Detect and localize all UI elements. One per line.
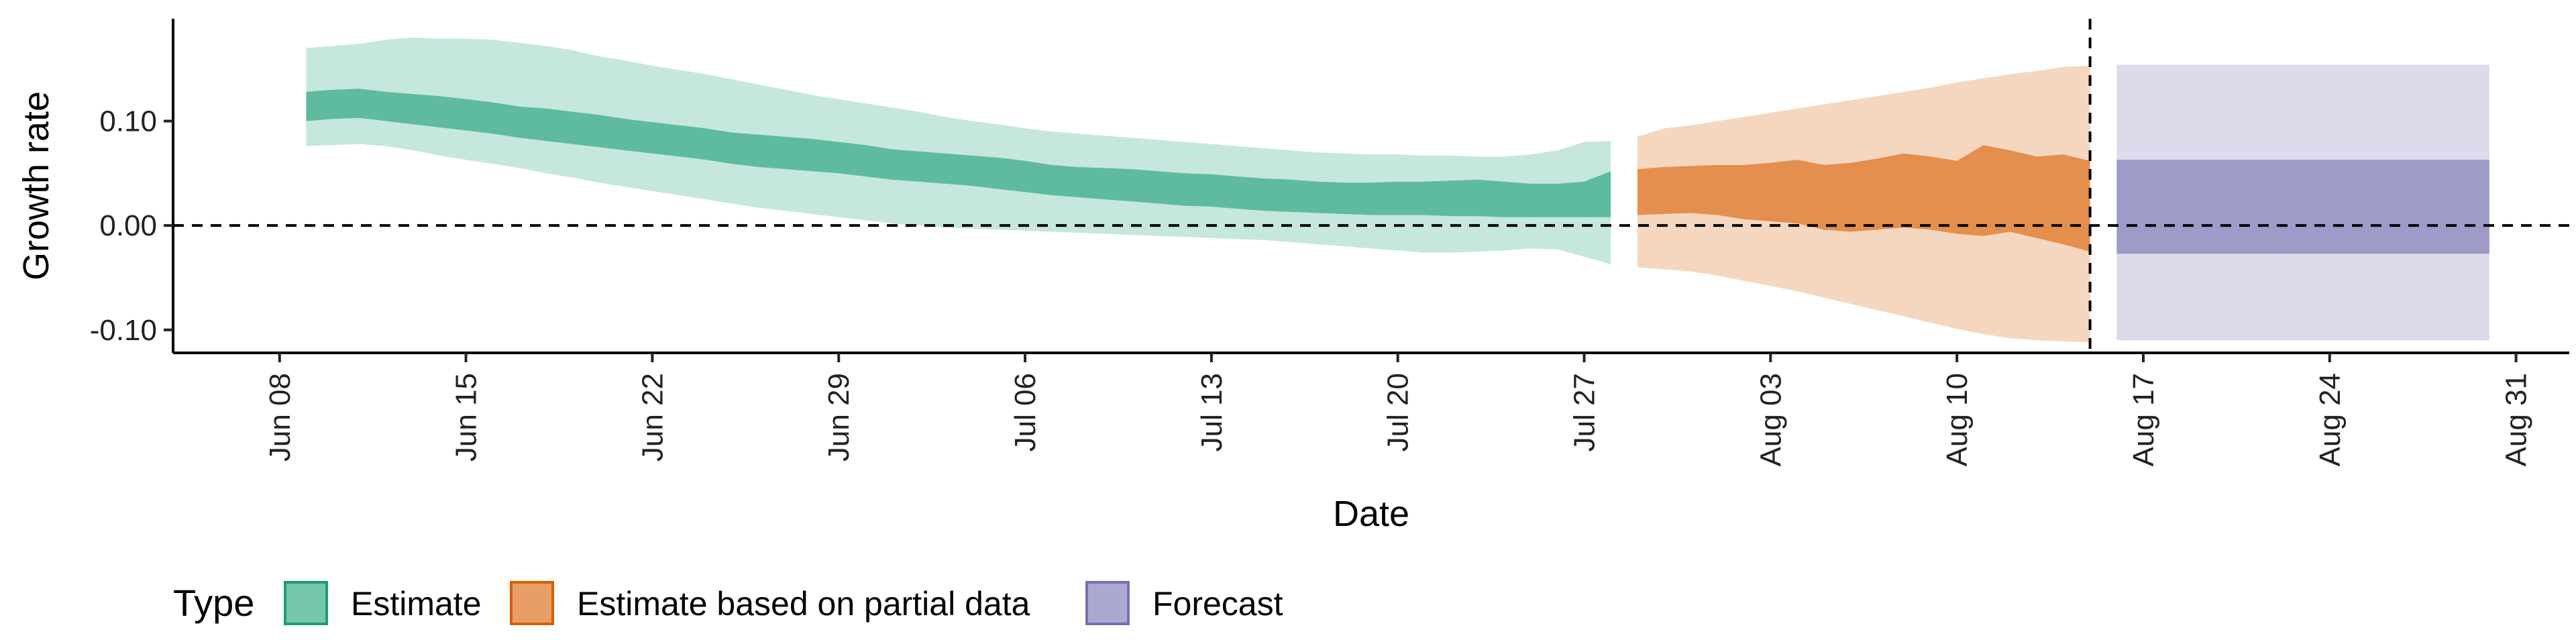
x-tick-label: Jul 20 bbox=[1382, 373, 1415, 451]
bands-layer bbox=[306, 38, 2489, 343]
legend-title: Type bbox=[173, 582, 254, 624]
legend-label-forecast: Forecast bbox=[1152, 585, 1283, 623]
axes-layer: -0.10 0.00 0.10 Jun 08 Jun 15 Jun 22 Jun 29 Jul… bbox=[16, 19, 2569, 534]
x-tick-label: Jul 27 bbox=[1568, 373, 1601, 451]
x-tick-label: Jul 06 bbox=[1009, 373, 1042, 451]
legend-label-estimate: Estimate bbox=[351, 585, 482, 623]
x-tick-label: Aug 10 bbox=[1941, 373, 1974, 466]
legend-label-estimate-based-on-partial-data: Estimate based on partial data bbox=[577, 585, 1030, 623]
legend: Type Estimate Estimate based on partial da… bbox=[173, 581, 1283, 625]
legend-swatch-forecast bbox=[1085, 581, 1130, 625]
y-axis-title: Growth rate bbox=[16, 91, 56, 280]
forecast-inner-band bbox=[2116, 160, 2489, 254]
y-tick-label: 0.00 bbox=[99, 209, 157, 242]
estimate-inner-band bbox=[306, 89, 1611, 217]
reference-lines-layer bbox=[173, 19, 2569, 353]
legend-swatch-estimate bbox=[284, 581, 328, 625]
x-tick-label: Aug 24 bbox=[2314, 373, 2347, 466]
x-tick-label: Jun 22 bbox=[636, 373, 669, 462]
x-tick-label: Jun 15 bbox=[450, 373, 483, 462]
legend-swatch-estimate-based-on-partial-data bbox=[510, 581, 554, 625]
y-tick-label: -0.10 bbox=[90, 314, 157, 347]
y-tick-label: 0.10 bbox=[99, 105, 157, 138]
x-tick-label: Aug 31 bbox=[2500, 373, 2533, 466]
x-tick-label: Aug 17 bbox=[2127, 373, 2160, 466]
x-tick-label: Jul 13 bbox=[1195, 373, 1228, 451]
estimate-outer-band bbox=[306, 38, 1611, 264]
x-tick-label: Jun 08 bbox=[264, 373, 297, 462]
x-axis-title: Date bbox=[1333, 494, 1409, 534]
x-tick-label: Aug 03 bbox=[1754, 373, 1787, 466]
x-tick-label: Jun 29 bbox=[822, 373, 855, 462]
